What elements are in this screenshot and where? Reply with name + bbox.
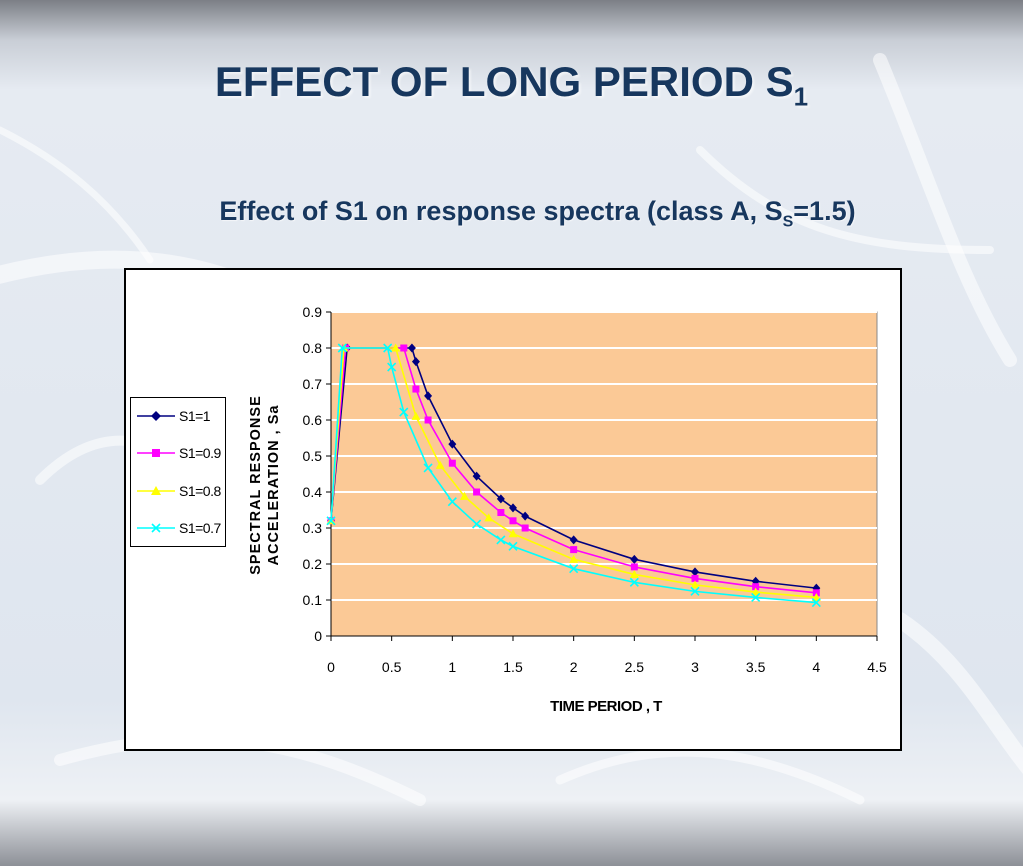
y-axis-title: SPECTRAL RESPONSE ACCELERATION , Sa xyxy=(244,370,286,600)
data-point xyxy=(424,391,433,401)
data-point xyxy=(407,343,416,353)
data-point xyxy=(811,597,821,608)
data-point xyxy=(326,516,336,526)
legend-label: S1=1 xyxy=(179,408,211,424)
legend-item-s1-1: S1=1 xyxy=(131,406,225,426)
data-point xyxy=(391,343,401,352)
x-tick-label: 0 xyxy=(327,659,335,675)
x-tick-label: 2.5 xyxy=(625,659,645,675)
legend-label: S1=0.9 xyxy=(179,445,221,461)
data-point xyxy=(569,564,579,574)
chart-title-subscript: S xyxy=(782,213,794,231)
y-tick-label: 0.6 xyxy=(303,412,323,428)
data-point xyxy=(509,517,517,525)
legend-item-s1-0.9: S1=0.9 xyxy=(131,443,225,463)
chart-plot: 0 0.1 0.2 0.3 0.4 0.5 0.6 0.7 0.8 0.9 0 0.5 1 1.5 2 2.5… xyxy=(303,304,887,675)
legend-swatch-diamond-icon xyxy=(137,411,175,421)
data-point xyxy=(521,524,529,532)
slide-title: EFFECT OF LONG PERIOD S1 xyxy=(0,58,1023,112)
data-point xyxy=(448,439,457,449)
data-point xyxy=(484,513,494,522)
data-point xyxy=(411,411,421,420)
y-tick-label: 0.8 xyxy=(303,340,323,356)
data-point xyxy=(521,511,530,521)
data-point xyxy=(411,357,420,367)
data-point xyxy=(424,416,432,424)
legend-swatch-triangle-icon xyxy=(137,486,175,495)
data-point xyxy=(569,554,579,563)
data-point xyxy=(472,519,482,529)
data-point xyxy=(400,344,408,352)
legend-item-s1-0.7: S1=0.7 xyxy=(131,518,225,538)
legend-swatch-x-icon xyxy=(137,523,175,533)
slide-title-subscript: 1 xyxy=(793,81,809,112)
data-point xyxy=(496,535,506,545)
y-axis-title-line2: ACCELERATION , Sa xyxy=(266,404,282,566)
chart-frame: 0 0.1 0.2 0.3 0.4 0.5 0.6 0.7 0.8 0.9 0 0.5 1 1.5 2 2.5… xyxy=(124,268,902,751)
data-point xyxy=(387,362,397,372)
legend-item-s1-0.8: S1=0.8 xyxy=(131,481,225,501)
data-point xyxy=(690,586,700,596)
y-tick-label: 0.4 xyxy=(303,484,323,500)
x-tick-label: 4 xyxy=(812,659,820,675)
data-point xyxy=(399,407,409,417)
y-axis-title-line1: SPECTRAL RESPONSE xyxy=(248,395,264,575)
data-point xyxy=(630,563,638,571)
data-point xyxy=(751,592,761,603)
data-point xyxy=(629,577,639,587)
legend-swatch-square-icon xyxy=(137,449,175,457)
data-point xyxy=(423,463,433,473)
data-point xyxy=(508,541,518,551)
x-tick-label: 3.5 xyxy=(746,659,766,675)
data-point xyxy=(497,509,505,517)
y-tick-label: 0 xyxy=(314,628,322,644)
y-tick-label: 0.1 xyxy=(303,592,323,608)
data-point xyxy=(751,587,761,596)
data-point xyxy=(570,546,578,554)
x-tick-label: 2 xyxy=(570,659,578,675)
data-point xyxy=(412,385,420,393)
y-tick-label: 0.3 xyxy=(303,520,323,536)
data-point xyxy=(509,503,517,513)
x-tick-label: 3 xyxy=(691,659,699,675)
series-S1=0.7 xyxy=(326,343,821,608)
chart-title-end: =1.5) xyxy=(793,196,856,226)
data-point xyxy=(472,471,481,481)
legend-label: S1=0.8 xyxy=(179,483,221,499)
x-tick-label: 0.5 xyxy=(382,659,402,675)
data-point xyxy=(447,497,457,507)
data-point xyxy=(435,460,445,469)
legend: S1=1 S1=0.9 S1=0.8 S1=0.7 xyxy=(130,397,226,547)
chart-title: Effect of S1 on response spectra (class … xyxy=(0,196,1023,231)
x-tick-label: 1.5 xyxy=(503,659,523,675)
chart-title-text: Effect of S1 on response spectra (class … xyxy=(219,196,783,226)
data-point xyxy=(459,491,469,500)
data-point xyxy=(473,488,481,496)
data-point xyxy=(751,576,760,586)
data-point xyxy=(691,567,699,577)
data-point xyxy=(691,574,699,582)
legend-label: S1=0.7 xyxy=(179,520,221,536)
data-point xyxy=(508,529,518,538)
data-point xyxy=(629,569,639,578)
data-point xyxy=(811,592,821,601)
y-tick-label: 0.5 xyxy=(303,448,323,464)
x-axis-title: TIME PERIOD , T xyxy=(550,698,662,715)
slide-title-text: EFFECT OF LONG PERIOD S xyxy=(214,58,794,105)
data-point xyxy=(630,554,639,564)
data-point xyxy=(383,343,393,353)
data-point xyxy=(569,535,578,545)
x-tick-label: 4.5 xyxy=(867,659,887,675)
data-point xyxy=(337,343,347,353)
x-tick-label: 1 xyxy=(448,659,456,675)
data-point xyxy=(812,589,820,597)
data-point xyxy=(448,459,456,467)
y-tick-label: 0.2 xyxy=(303,556,323,572)
data-point xyxy=(690,580,700,589)
data-point xyxy=(496,494,505,504)
y-tick-label: 0.7 xyxy=(303,376,323,392)
y-tick-label: 0.9 xyxy=(303,304,323,320)
data-point xyxy=(752,583,760,591)
